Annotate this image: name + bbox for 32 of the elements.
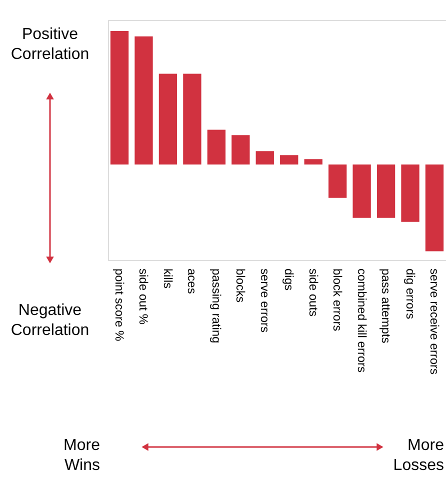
bar bbox=[304, 159, 322, 164]
bar bbox=[158, 74, 178, 164]
x-tick-label: combined kill errors bbox=[354, 268, 369, 373]
bar bbox=[425, 164, 444, 252]
x-tick-label: passing rating bbox=[209, 268, 224, 344]
bar bbox=[110, 31, 129, 164]
text: Negative Correlation bbox=[10, 302, 90, 339]
bar bbox=[352, 164, 371, 218]
x-tick-label: serve errors bbox=[258, 268, 272, 333]
x-tick-label: side outs bbox=[306, 268, 320, 317]
bar bbox=[207, 130, 226, 164]
x-tick-label: digs bbox=[282, 268, 296, 291]
text: More Wins bbox=[64, 437, 100, 474]
bar bbox=[280, 155, 298, 164]
x-tick-label: kills bbox=[160, 268, 175, 288]
x-tick-label: dig errors bbox=[403, 268, 418, 320]
bar bbox=[183, 74, 202, 164]
bar bbox=[134, 36, 153, 164]
x-tick-label: block errors bbox=[330, 268, 345, 332]
x-tick-label: blocks bbox=[234, 268, 248, 303]
bar bbox=[328, 164, 347, 198]
text: Positive Correlation bbox=[10, 26, 90, 63]
text: More Losses bbox=[393, 437, 444, 474]
bar bbox=[401, 164, 420, 222]
x-tick-label: serve receive errors bbox=[427, 268, 442, 375]
bar bbox=[232, 135, 250, 164]
x-tick-label: pass attempts bbox=[379, 268, 394, 344]
x-tick-label: side out % bbox=[136, 268, 151, 325]
bar bbox=[376, 164, 396, 218]
x-tick-label: point score % bbox=[112, 268, 127, 342]
x-tick-label: aces bbox=[185, 268, 200, 294]
bar bbox=[256, 151, 274, 164]
